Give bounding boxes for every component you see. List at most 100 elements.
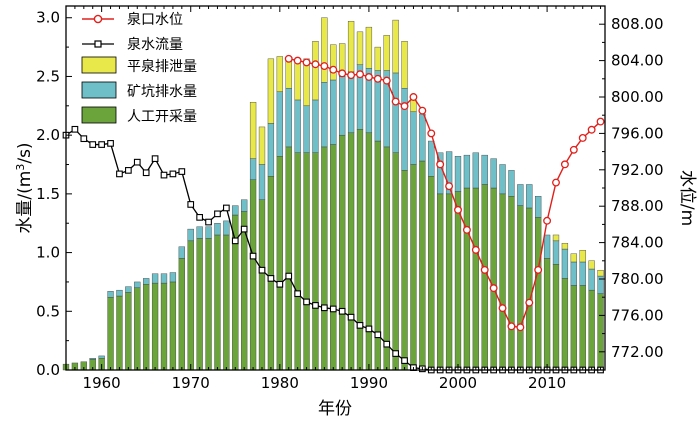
bar-artificial-1967 (160, 282, 168, 371)
bar-artificial-1985 (321, 146, 328, 371)
level-point-2016 (596, 117, 605, 126)
bar-artificial-1986 (330, 144, 337, 371)
legend-label-flow: 泉水流量 (127, 36, 183, 53)
flow-point-1982 (294, 290, 301, 298)
bar-artificial-2009 (535, 217, 542, 371)
bar-artificial-1995 (410, 164, 417, 371)
y2-tick-label-5: 792.00 (611, 161, 664, 179)
bar-mine-1970 (187, 228, 194, 242)
y2-tick-label-6: 796.00 (611, 124, 664, 142)
bar-mine-2007 (517, 184, 524, 206)
bar-mine-1961 (107, 291, 114, 298)
bar-artificial-1983 (303, 152, 310, 371)
level-point-2004 (489, 284, 498, 293)
bar-artificial-2015 (588, 289, 595, 371)
bar-artificial-2004 (490, 187, 497, 371)
bar-mine-2011 (552, 240, 560, 265)
flow-point-1964 (133, 158, 141, 166)
level-point-1987 (338, 69, 347, 78)
level-point-2013 (569, 145, 578, 154)
bar-spring-1990 (365, 26, 373, 69)
bar-spring-2011 (552, 234, 560, 242)
y-axis-title: 水量/(m3/s) (14, 142, 36, 233)
bar-mine-1959 (89, 358, 96, 360)
x-tick-label-2000: 2000 (439, 374, 477, 392)
legend-flow-marker (94, 40, 102, 48)
bar-mine-1972 (205, 226, 212, 239)
y-axis-title-sup: 3 (14, 164, 27, 171)
flow-point-1963 (125, 167, 132, 174)
bar-mine-1976 (241, 199, 248, 212)
level-point-1984 (311, 60, 320, 69)
flow-point-1987 (338, 307, 346, 315)
flow-point-1984 (312, 302, 319, 309)
y-axis-left: 0.0 0.5 1.0 1.5 2.0 2.5 3.0 (36, 9, 72, 379)
bar-artificial-2014 (579, 285, 586, 371)
bar-mine-2005 (499, 164, 506, 195)
bar-artificial-1978 (258, 199, 266, 371)
level-point-2011 (552, 178, 560, 187)
bar-artificial-2003 (481, 184, 488, 371)
bar-mine-2001 (463, 154, 471, 189)
bar-spring-1992 (383, 35, 390, 71)
level-point-1981 (284, 54, 293, 63)
flow-point-1985 (321, 304, 328, 312)
bar-artificial-1972 (205, 238, 212, 371)
bar-mine-1975 (232, 205, 239, 216)
bar-artificial-2013 (570, 285, 577, 371)
bar-artificial-2012 (561, 278, 569, 371)
bar-artificial-1981 (285, 146, 292, 371)
level-point-1999 (445, 182, 454, 191)
level-point-2009 (534, 265, 543, 274)
bar-spring-1978 (258, 126, 266, 165)
y2-tick-label-0: 772.00 (611, 343, 664, 361)
flow-point-1988 (347, 313, 355, 321)
bar-mine-2004 (490, 158, 497, 189)
bar-spring-1988 (347, 21, 355, 72)
bar-artificial-2010 (543, 258, 551, 371)
legend-label-spring: 平泉排泄量 (127, 58, 197, 75)
bar-artificial-2011 (552, 264, 560, 371)
bar-artificial-1974 (223, 234, 230, 371)
bar-artificial-2008 (526, 207, 533, 371)
bar-artificial-1999 (445, 193, 453, 371)
bar-artificial-2016 (597, 293, 604, 371)
bar-mine-1987 (339, 76, 346, 136)
bar-mine-2002 (472, 152, 479, 189)
level-point-2014 (578, 133, 587, 142)
bar-mine-1973 (214, 223, 221, 236)
flow-point-1971 (196, 214, 203, 221)
legend-level-marker (93, 14, 103, 24)
y-axis-right: 772.00 776.00 780.00 784.00 788.00 792.00 796.… (599, 15, 664, 361)
bar-mine-1979 (267, 123, 275, 177)
flow-point-1970 (187, 201, 195, 208)
flow-point-1986 (329, 305, 337, 313)
bar-mine-1969 (178, 246, 185, 259)
flow-point-1989 (356, 322, 364, 329)
level-point-1992 (382, 76, 391, 85)
bar-artificial-2007 (517, 205, 524, 371)
level-point-2012 (560, 160, 569, 169)
level-point-1986 (329, 65, 338, 74)
level-point-2001 (462, 225, 471, 234)
level-point-1996 (418, 106, 427, 115)
flow-point-1991 (374, 331, 382, 339)
bar-artificial-1982 (294, 152, 301, 371)
bar-spring-1979 (267, 58, 275, 124)
flow-point-1959 (89, 141, 97, 148)
bar-spring-1986 (330, 44, 337, 81)
y2-axis-title: 水位/m (677, 170, 697, 226)
bar-mine-1962 (116, 289, 123, 297)
level-point-1998 (436, 160, 445, 169)
bar-spring-2013 (570, 253, 577, 263)
flow-point-1979 (267, 275, 275, 282)
y2-tick-label-8: 804.00 (611, 52, 664, 70)
bar-mine-1968 (169, 272, 177, 283)
legend-label-artificial: 人工开采量 (127, 109, 197, 125)
bar-artificial-1990 (365, 132, 373, 371)
flow-point-1992 (383, 340, 391, 348)
bar-artificial-1968 (169, 281, 177, 371)
bar-mine-1996 (419, 113, 426, 162)
